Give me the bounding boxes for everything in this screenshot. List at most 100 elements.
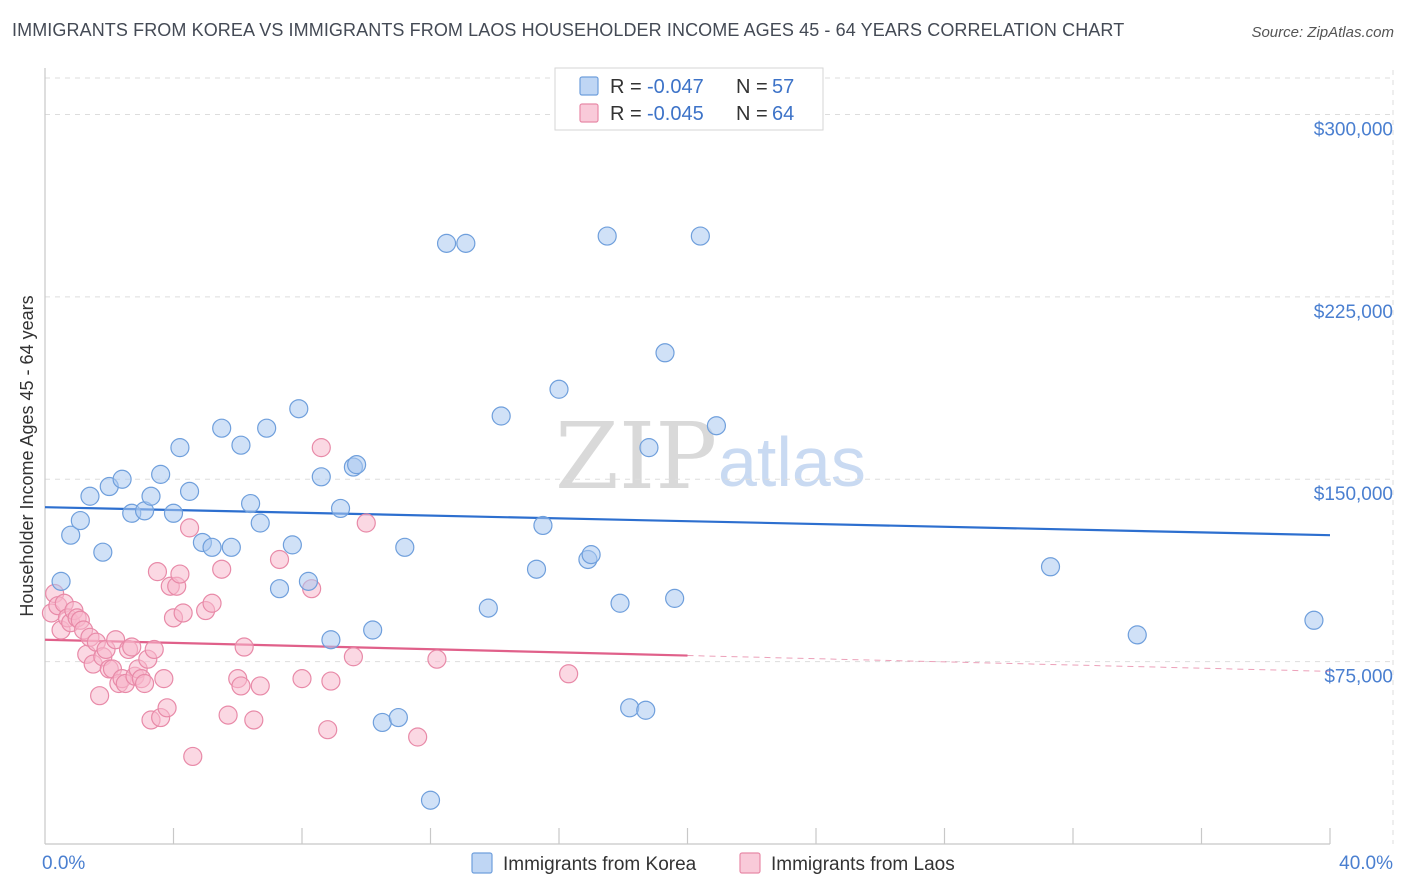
laos-point [311, 438, 331, 458]
source-note: Source: ZipAtlas.com [1251, 24, 1394, 41]
laos-point [321, 671, 341, 691]
bottom-legend-korea-label: Immigrants from Korea [503, 854, 697, 875]
korea-point [420, 790, 441, 810]
korea-point [478, 598, 498, 618]
korea-point [112, 469, 132, 489]
laos-point [218, 705, 238, 725]
laos-point [202, 593, 222, 613]
korea-point [269, 579, 290, 599]
laos-point [147, 562, 168, 582]
legend-laos-n-value: 64 [772, 103, 794, 125]
laos-point [559, 664, 579, 684]
laos-point [318, 720, 338, 740]
watermark-zip: ZIP [555, 403, 717, 510]
bottom-legend-korea-swatch [471, 852, 493, 874]
korea-point [51, 571, 71, 591]
korea-point [1127, 625, 1147, 645]
korea-point [70, 510, 90, 531]
laos-point [179, 518, 200, 538]
korea-point [330, 498, 351, 519]
korea-point [141, 486, 161, 506]
legend-laos-n-label: N = [736, 103, 768, 125]
korea-point [690, 226, 710, 246]
legend-laos-swatch [579, 103, 599, 123]
series-legend: Immigrants from Korea Immigrants from La… [471, 852, 955, 875]
korea-point [620, 698, 640, 718]
laos-trend-extension [687, 655, 1331, 672]
korea-point [581, 545, 601, 565]
korea-point [436, 233, 457, 253]
korea-point [388, 707, 408, 728]
korea-trend-line [44, 506, 1331, 537]
korea-point [170, 438, 190, 458]
korea-point [533, 515, 553, 536]
korea-point [395, 537, 415, 557]
series-korea-points [51, 226, 1324, 810]
korea-point [639, 438, 659, 458]
bottom-legend-laos-label: Immigrants from Laos [771, 854, 955, 875]
laos-point [234, 637, 254, 657]
korea-point [93, 542, 113, 562]
series-laos-points [41, 438, 579, 767]
korea-point [311, 467, 331, 487]
laos-point [250, 676, 270, 696]
korea-point [212, 418, 232, 438]
laos-point [292, 669, 312, 689]
legend-korea-n-value: 57 [772, 76, 794, 98]
korea-point [636, 700, 656, 720]
korea-point [250, 513, 270, 533]
legend-korea-n-label: N = [736, 76, 768, 98]
y-tick-label: $225,000 [1314, 302, 1393, 323]
y-tick-label: $150,000 [1314, 484, 1393, 505]
korea-point [321, 630, 341, 650]
tick-labels: $75,000 $150,000 $225,000 $300,000 0.0% 40.0% [42, 119, 1393, 874]
y-tick-label: $300,000 [1314, 119, 1393, 140]
laos-point [106, 630, 126, 650]
legend-korea-r-label: R = [610, 76, 642, 98]
korea-point [456, 233, 476, 253]
korea-point [706, 416, 727, 436]
korea-point [665, 588, 685, 608]
korea-point [597, 226, 617, 246]
korea-point [372, 712, 392, 733]
korea-point [151, 464, 171, 484]
laos-point [122, 637, 142, 657]
laos-point [154, 669, 174, 689]
korea-point [347, 455, 367, 475]
korea-point [491, 406, 511, 426]
korea-point [179, 481, 200, 501]
stats-legend: R = -0.047 N = 57 R = -0.045 N = 64 [554, 67, 824, 131]
watermark-atlas: atlas [718, 423, 866, 501]
korea-point [257, 418, 277, 438]
korea-point [202, 537, 222, 557]
stats-legend-box [554, 67, 824, 131]
korea-point [549, 379, 569, 399]
korea-point [610, 593, 630, 613]
laos-point [157, 698, 177, 718]
laos-point [231, 676, 251, 696]
korea-point [289, 399, 309, 419]
legend-korea-swatch [579, 76, 599, 96]
korea-point [241, 493, 261, 514]
laos-point [212, 559, 232, 579]
korea-point [231, 435, 251, 455]
axes [44, 68, 1331, 845]
korea-point [80, 486, 100, 506]
bottom-legend-laos-swatch [739, 852, 761, 874]
korea-point [163, 503, 184, 523]
korea-point [221, 537, 241, 557]
korea-point [655, 343, 675, 363]
laos-point [90, 686, 110, 706]
legend-korea-r-value: -0.047 [647, 76, 704, 98]
laos-point [173, 603, 193, 623]
x-tick-label: 0.0% [42, 853, 85, 874]
laos-point [134, 673, 155, 694]
korea-point [526, 559, 547, 579]
x-tick-label: 40.0% [1339, 853, 1393, 874]
laos-point [144, 639, 164, 660]
laos-point [183, 746, 203, 767]
legend-laos-r-value: -0.045 [647, 103, 704, 125]
y-axis-label: Householder Income Ages 45 - 64 years [17, 295, 37, 616]
korea-point [1040, 557, 1061, 577]
